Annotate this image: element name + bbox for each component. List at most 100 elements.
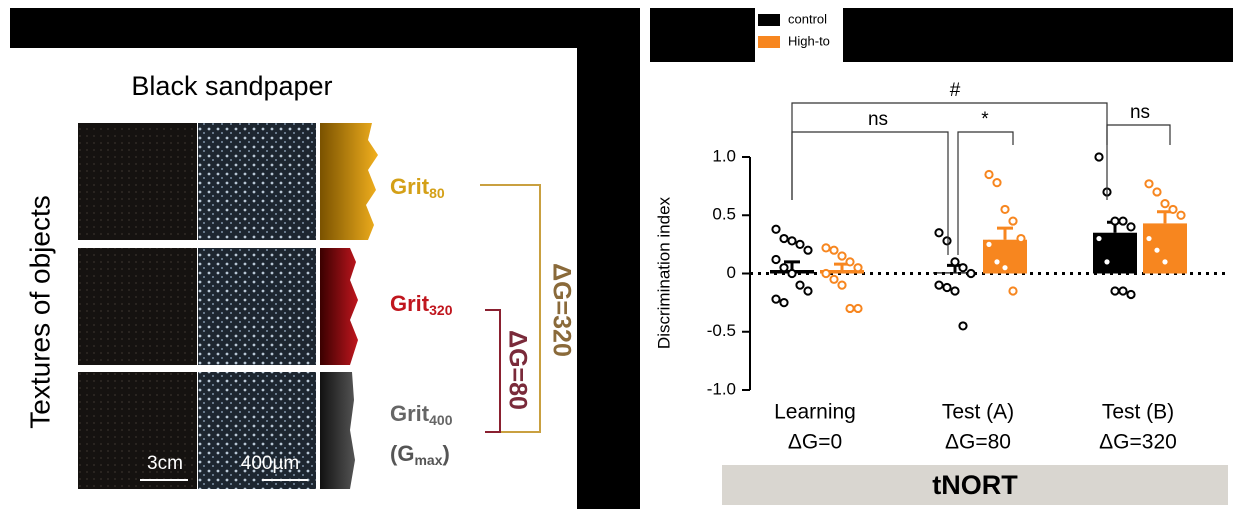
x-tick-sublabel: ΔG=320 (1099, 431, 1177, 454)
error-bar (997, 228, 1013, 240)
error-bar (1157, 212, 1173, 224)
y-tick-label: 0.5 (712, 205, 736, 224)
figure: Black sandpaper Textures of objects 3cm … (0, 0, 1233, 509)
data-point (1119, 287, 1126, 294)
legend-swatch (758, 14, 780, 26)
data-point (1001, 264, 1008, 271)
x-tick-sublabel: ΔG=0 (788, 431, 842, 454)
data-point (796, 282, 803, 289)
delta-label: ΔG=80 (503, 330, 531, 410)
data-point (1111, 217, 1118, 224)
data-point (959, 264, 966, 271)
data-point (985, 241, 992, 248)
significance-bracket (792, 132, 948, 255)
x-tick-label: Test (B) (1102, 401, 1174, 424)
data-point (804, 287, 811, 294)
grit-label: Grit80 (390, 174, 445, 201)
legend-label: control (788, 11, 827, 26)
significance-label: ns (868, 109, 888, 130)
x-tick-label: Learning (774, 401, 856, 424)
data-point (1161, 200, 1168, 207)
data-point (1161, 258, 1168, 265)
data-point (846, 305, 853, 312)
significance-label: * (981, 109, 989, 130)
photos (78, 123, 378, 489)
significance-label: # (950, 80, 961, 101)
panel-title: Black sandpaper (131, 71, 332, 101)
redaction (10, 8, 640, 48)
y-tick-label: 1.0 (712, 146, 736, 165)
data-point (943, 237, 950, 244)
data-point (951, 258, 958, 265)
data-point (788, 237, 795, 244)
y-axis-label: Discrimination index (654, 196, 673, 349)
data-point (935, 229, 942, 236)
data-point (830, 276, 837, 283)
significance-bracket (792, 103, 1107, 200)
data-point (804, 247, 811, 254)
grit-label: Grit400 (390, 401, 453, 428)
data-point (1119, 217, 1126, 224)
data-point (830, 247, 837, 254)
data-point (822, 270, 829, 277)
data-point (993, 179, 1000, 186)
significance-bracket (1107, 125, 1170, 145)
data-point (822, 244, 829, 251)
delta-label: ΔG=320 (547, 263, 575, 357)
data-point (846, 258, 853, 265)
data-point (854, 264, 861, 271)
significance-label: ns (1130, 102, 1150, 123)
data-point (1177, 212, 1184, 219)
data-point (993, 258, 1000, 265)
data-point (1153, 188, 1160, 195)
axis-label: Textures of objects (24, 195, 55, 428)
data-point (1017, 235, 1024, 242)
data-point (1103, 258, 1110, 265)
data-point (1145, 235, 1152, 242)
data-point (943, 284, 950, 291)
x-banner-label: tNORT (932, 470, 1018, 500)
y-tick-label: -0.5 (707, 321, 736, 340)
data-point (1153, 247, 1160, 254)
data-point (772, 226, 779, 233)
data-point (1127, 223, 1134, 230)
data-point (1095, 235, 1102, 242)
x-tick-label: Test (A) (942, 401, 1014, 424)
redaction (843, 8, 1233, 62)
data-point (1095, 153, 1102, 160)
data-point (788, 270, 795, 277)
scale-label: 400µm (241, 453, 299, 474)
data-point (1127, 291, 1134, 298)
data-point (796, 241, 803, 248)
gmax-label: (Gmax) (390, 441, 450, 468)
data-point (985, 171, 992, 178)
legend-swatch (758, 36, 780, 48)
y-tick-label: -1.0 (707, 379, 736, 398)
data-point (951, 287, 958, 294)
y-tick-label: 0 (727, 263, 736, 282)
grit-label: Grit320 (390, 291, 453, 318)
data-point (1111, 287, 1118, 294)
bracket (485, 310, 500, 432)
data-point (1145, 180, 1152, 187)
data-point (854, 305, 861, 312)
data-point (772, 256, 779, 263)
data-point (1009, 217, 1016, 224)
x-tick-sublabel: ΔG=80 (945, 431, 1011, 454)
redaction (650, 8, 755, 62)
data-point (1001, 206, 1008, 213)
data-point (935, 282, 942, 289)
data-point (780, 264, 787, 271)
data-point (838, 252, 845, 259)
data-point (838, 282, 845, 289)
data-point (1009, 287, 1016, 294)
legend-label: High-to (788, 33, 830, 48)
chart: Discrimination index tNORT (654, 196, 1228, 505)
scale-label: 3cm (147, 453, 183, 474)
data-point (959, 322, 966, 329)
data-point (967, 270, 974, 277)
redaction (577, 48, 640, 509)
data-point (772, 296, 779, 303)
data-point (780, 299, 787, 306)
data-point (780, 235, 787, 242)
